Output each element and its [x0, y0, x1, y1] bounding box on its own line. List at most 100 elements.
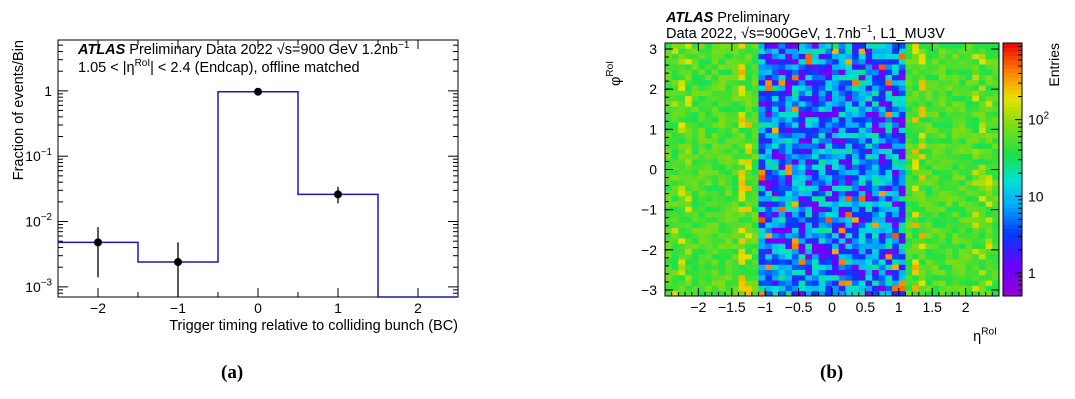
heatmap-cell	[698, 79, 706, 86]
heatmap-cell	[825, 290, 833, 297]
heatmap-cell	[738, 248, 746, 255]
heatmap-cell	[758, 64, 766, 70]
heatmap-cell	[898, 153, 906, 160]
heatmap-cell	[765, 243, 773, 249]
heatmap-cell	[811, 180, 820, 186]
heatmap-cell	[825, 180, 833, 186]
heatmap-cell	[858, 280, 866, 286]
heatmap-cell	[978, 43, 987, 49]
heatmap-cell	[718, 211, 726, 218]
heatmap-cell	[765, 264, 773, 271]
heatmap-cell	[805, 116, 813, 123]
heatmap-cell	[718, 164, 726, 170]
heatmap-cell	[992, 79, 1000, 86]
heatmap-cell	[698, 127, 706, 133]
heatmap-cell	[978, 137, 987, 144]
heatmap-cell	[985, 122, 993, 128]
heatmap-cell	[745, 222, 753, 228]
heatmap-cell	[972, 222, 980, 228]
heatmap-cell	[932, 216, 940, 223]
heatmap-cell	[778, 58, 786, 65]
heatmap-cell	[705, 190, 713, 197]
heatmap-cell	[725, 106, 733, 112]
heatmap-cell	[872, 195, 880, 202]
heatmap-cell	[718, 132, 726, 139]
y-tick-label: 1	[649, 121, 657, 137]
heatmap-cell	[952, 95, 960, 102]
heatmap-cell	[678, 122, 686, 128]
heatmap-cell	[711, 290, 719, 297]
heatmap-cell	[912, 53, 920, 60]
heatmap-cell	[918, 132, 926, 139]
heatmap-cell	[818, 43, 826, 49]
color-bar-segment	[1003, 253, 1022, 259]
heatmap-cell	[738, 95, 746, 102]
heatmap-cell	[705, 48, 713, 54]
heatmap-cell	[978, 153, 987, 160]
heatmap-cell	[745, 164, 753, 170]
heatmap-cell	[858, 216, 866, 223]
heatmap-cell	[885, 132, 893, 139]
heatmap-cell	[965, 85, 973, 91]
y-tick-label: 2	[649, 81, 657, 97]
heatmap-cell	[705, 90, 713, 97]
heatmap-cell	[731, 227, 739, 234]
heatmap-cell	[912, 253, 920, 260]
heatmap-cell	[678, 227, 686, 234]
heatmap-cell	[791, 122, 799, 128]
heatmap-cell	[832, 69, 840, 76]
heatmap-cell	[691, 222, 699, 228]
heatmap-cell	[805, 174, 813, 181]
heatmap-cell	[918, 211, 926, 218]
heatmap-cell	[738, 116, 746, 123]
heatmap-cell	[765, 164, 773, 170]
color-bar-segment	[1003, 165, 1022, 170]
heatmap-cell	[905, 132, 913, 139]
heatmap-cell	[952, 43, 960, 49]
heatmap-cell	[698, 259, 706, 265]
heatmap-cell	[938, 232, 946, 239]
heatmap-cell	[918, 153, 926, 160]
heatmap-cell	[825, 148, 833, 155]
heatmap-cell	[858, 174, 866, 181]
heatmap-cell	[731, 153, 739, 160]
heatmap-cell	[711, 69, 719, 76]
heatmap-cell	[978, 211, 987, 218]
heatmap-cell	[832, 158, 840, 165]
heatmap-cell	[918, 53, 926, 60]
heatmap-cell	[885, 232, 893, 239]
heatmap-cell	[711, 253, 719, 260]
heatmap-cell	[878, 164, 886, 170]
heatmap-cell	[798, 74, 806, 81]
heatmap-cell	[665, 153, 673, 160]
heatmap-cell	[832, 43, 840, 49]
heatmap-cell	[778, 238, 786, 244]
heatmap-cell	[912, 143, 920, 149]
heatmap-cell	[685, 243, 693, 249]
heatmap-cell	[818, 53, 826, 60]
heatmap-cell	[952, 269, 960, 276]
heatmap-cell	[938, 259, 946, 265]
heatmap-cell	[825, 100, 833, 107]
heatmap-cell	[932, 106, 940, 112]
heatmap-cell	[818, 253, 826, 260]
heatmap-cell	[958, 164, 966, 170]
y-tick-label: 10−2	[25, 212, 52, 229]
x-tick-label: 0	[828, 299, 836, 315]
heatmap-cell	[898, 238, 906, 244]
heatmap-cell	[885, 248, 893, 255]
x-tick-label: −1.5	[718, 299, 746, 315]
heatmap-cell	[918, 259, 926, 265]
heatmap-cell	[972, 106, 980, 112]
heatmap-cell	[805, 269, 813, 276]
heatmap-cell	[818, 137, 826, 144]
heatmap-cell	[745, 238, 753, 244]
heatmap-cell	[738, 79, 746, 86]
heatmap-cell	[778, 64, 786, 70]
heatmap-cell	[758, 164, 766, 170]
heatmap-cell	[878, 180, 886, 186]
heatmap-cell	[665, 48, 673, 54]
heatmap-cell	[952, 227, 960, 234]
heatmap-cell	[685, 132, 693, 139]
heatmap-cell	[838, 111, 846, 118]
